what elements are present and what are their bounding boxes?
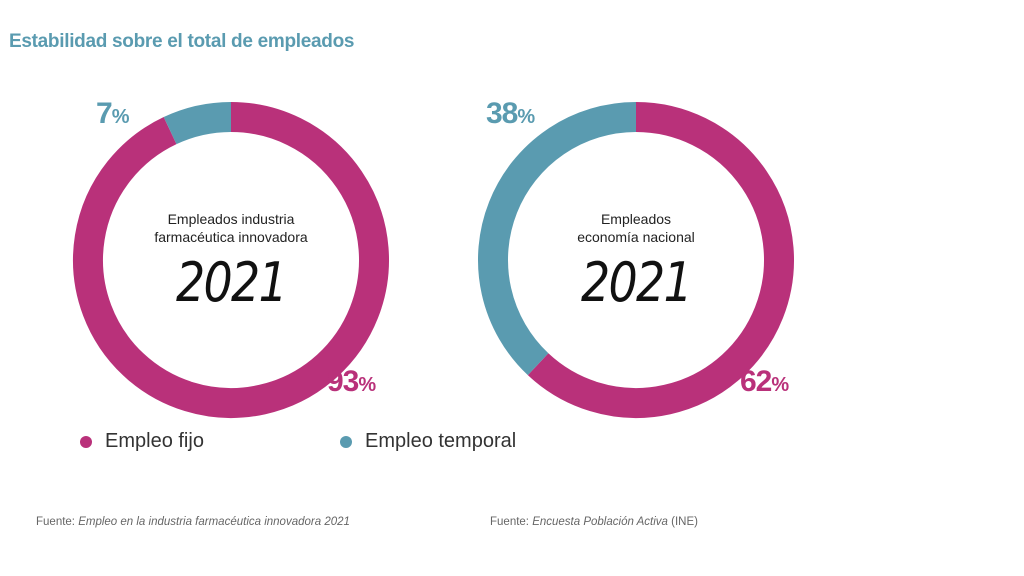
center-year: 2021 (580, 251, 693, 314)
donut-center-pharma: Empleados industria farmacéutica innovad… (71, 210, 391, 314)
legend-dot-fijo (80, 435, 92, 448)
data-label-fijo-pharma: 93% (327, 365, 377, 398)
data-label-temporal-pharma: 7% (96, 97, 130, 130)
center-year: 2021 (175, 251, 288, 314)
donut-chart-pharma: Empleados industria farmacéutica innovad… (71, 100, 391, 420)
center-label-line: Empleados (600, 211, 672, 227)
donut-slice-fijo (73, 102, 389, 418)
donut-slice-temporal (478, 102, 637, 376)
source-note-nacional: Fuente: Encuesta Población Activa (INE) (490, 516, 698, 528)
donut-center-nacional: Empleados economía nacional 2021 (476, 210, 796, 314)
legend-item-temporal: Empleo temporal (340, 430, 516, 453)
legend-label: Empleo temporal (365, 430, 517, 452)
donut-slice-fijo (527, 102, 794, 418)
donut-svg-pharma (73, 102, 389, 418)
legend-label: Empleo fijo (105, 430, 204, 452)
donut-chart-nacional: Empleados economía nacional 2021 (476, 100, 796, 420)
legend-item-fijo: Empleo fijo (80, 430, 204, 453)
chart-title: Estabilidad sobre el total de empleados (9, 31, 355, 52)
center-label-line: Empleados industria (167, 211, 295, 227)
center-label-line: economía nacional (577, 229, 695, 245)
data-label-temporal-nacional: 38% (486, 97, 536, 130)
legend-dot-temporal (340, 435, 352, 448)
data-label-fijo-nacional: 62% (740, 365, 790, 398)
source-note-pharma: Fuente: Empleo en la industria farmacéut… (36, 516, 350, 528)
donut-svg-nacional (478, 102, 794, 418)
donut-slice-temporal (163, 102, 232, 145)
center-label-line: farmacéutica innovadora (154, 229, 308, 245)
